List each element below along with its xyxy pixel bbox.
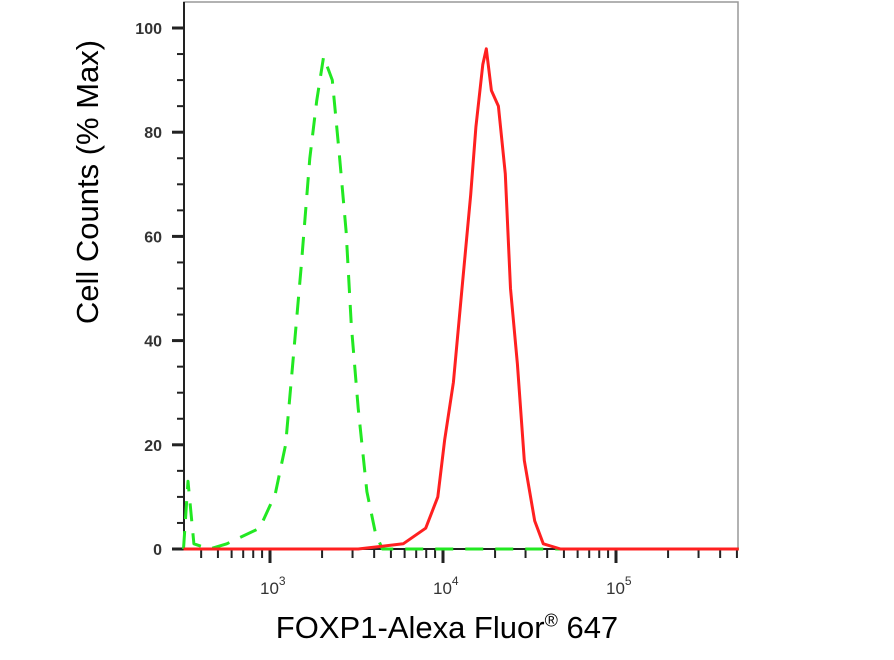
y-tick-label: 0 <box>153 542 162 559</box>
y-tick-label: 80 <box>144 125 162 142</box>
x-axis-title-text: FOXP1-Alexa Fluor <box>275 610 545 645</box>
y-axis-title: Cell Counts (% Max) <box>70 39 105 325</box>
x-tick-label: 103 <box>260 574 286 598</box>
y-tick-label: 40 <box>144 334 162 351</box>
x-tick-label: 104 <box>433 574 459 598</box>
sample-histogram-line <box>183 47 739 551</box>
control-histogram-line <box>182 55 739 551</box>
plot-frame <box>183 1 739 550</box>
registered-mark: ® <box>544 610 558 631</box>
x-axis-title: FOXP1-Alexa Fluor® 647 <box>0 610 894 646</box>
y-tick-label: 20 <box>144 438 162 455</box>
x-axis-title-suffix: 647 <box>566 610 619 645</box>
y-tick-label: 100 <box>135 21 162 38</box>
x-tick-label: 105 <box>606 574 632 598</box>
y-tick-label: 60 <box>144 229 162 246</box>
